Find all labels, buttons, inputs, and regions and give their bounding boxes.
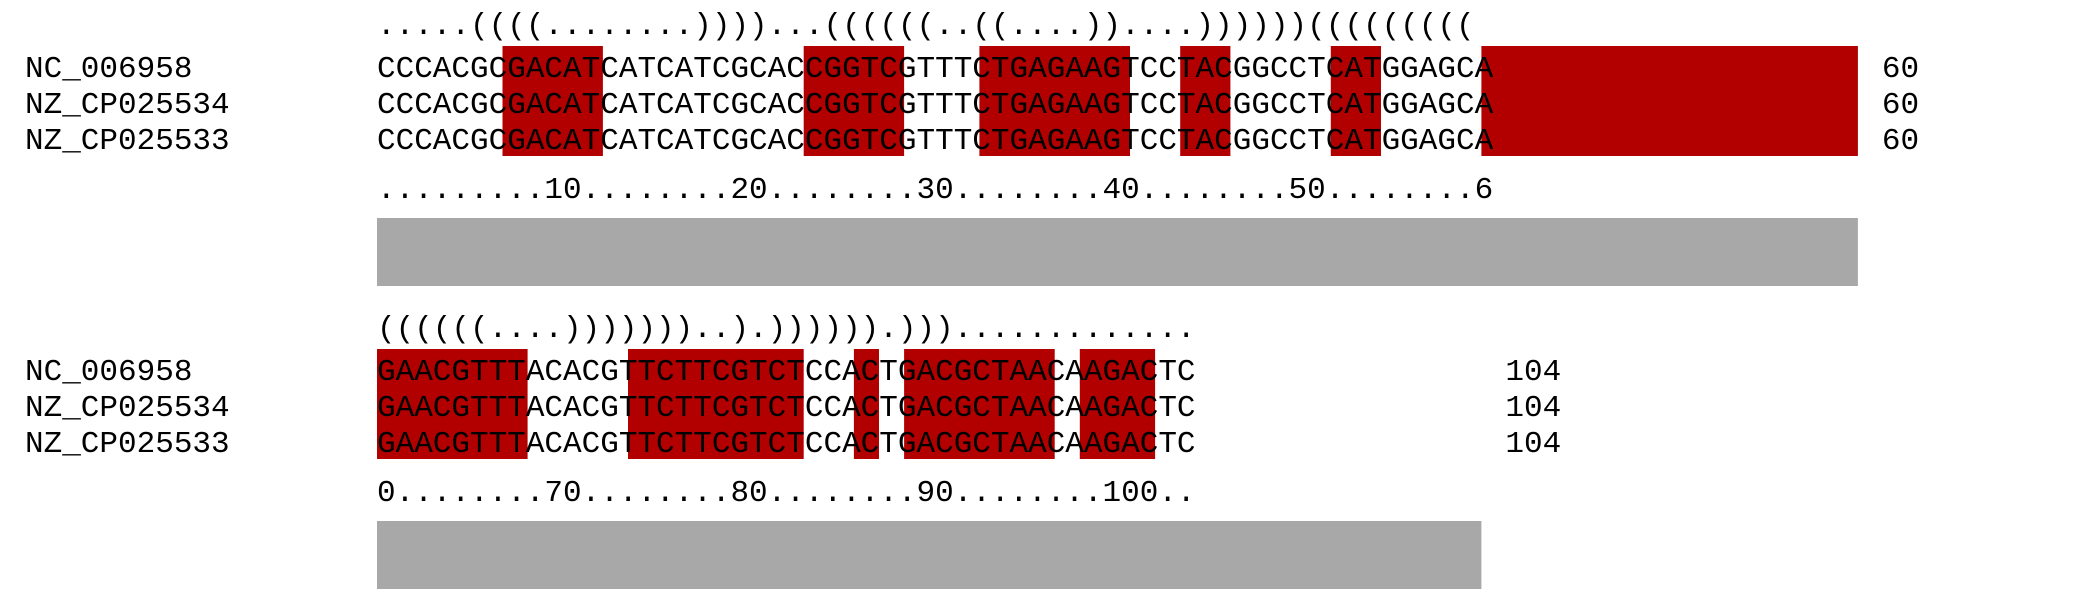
paired-region-highlight — [628, 349, 804, 459]
sequence-residues: CCCACGCGACATCATCATCGCACCGGTCGTTTCTGAGAAG… — [377, 88, 1494, 123]
position-ruler: .........10........20........30........4… — [377, 173, 1493, 208]
paired-region-highlight — [904, 349, 1055, 459]
paired-region-highlight — [377, 349, 528, 459]
sequence-name: NZ_CP025534 — [25, 88, 230, 123]
sequence-residues: CCCACGCGACATCATCATCGCACCGGTCGTTTCTGAGAAG… — [377, 124, 1494, 159]
paired-region-highlight — [1079, 349, 1156, 459]
sequence-name: NC_006958 — [25, 355, 192, 390]
paired-region-highlight — [1180, 46, 1231, 156]
sequence-name: NC_006958 — [25, 52, 192, 87]
sequence-end-position: 60 — [1882, 88, 1919, 123]
sequence-residues: CCCACGCGACATCATCATCGCACCGGTCGTTTCTGAGAAG… — [377, 52, 1494, 87]
sequence-end-position: 104 — [1505, 391, 1561, 426]
conservation-bar — [377, 218, 1858, 286]
conservation-bar — [377, 521, 1482, 589]
sequence-end-position: 104 — [1505, 427, 1561, 462]
paired-region-highlight — [1481, 46, 1858, 156]
sequence-residues: GAACGTTTACACGTTCTTCGTCTCCACTGACGCTAACAAG… — [377, 427, 1196, 462]
paired-region-highlight — [502, 46, 603, 156]
paired-region-highlight — [803, 46, 905, 156]
structure-notation: .....((((........))))...((((((..((....))… — [377, 9, 1475, 44]
sequence-end-position: 60 — [1882, 124, 1919, 159]
sequence-name: NZ_CP025534 — [25, 391, 230, 426]
structure-notation: ((((((....)))))))..).)))))).))).........… — [377, 312, 1196, 347]
paired-region-highlight — [979, 46, 1130, 156]
sequence-residues: GAACGTTTACACGTTCTTCGTCTCCACTGACGCTAACAAG… — [377, 355, 1196, 390]
sequence-residues: GAACGTTTACACGTTCTTCGTCTCCACTGACGCTAACAAG… — [377, 391, 1196, 426]
sequence-name: NZ_CP025533 — [25, 124, 230, 159]
sequence-name: NZ_CP025533 — [25, 427, 230, 462]
position-ruler: 0........70........80........90........1… — [377, 476, 1196, 511]
sequence-end-position: 104 — [1505, 355, 1561, 390]
sequence-end-position: 60 — [1882, 52, 1919, 87]
paired-region-highlight — [853, 349, 879, 459]
paired-region-highlight — [1330, 46, 1381, 156]
